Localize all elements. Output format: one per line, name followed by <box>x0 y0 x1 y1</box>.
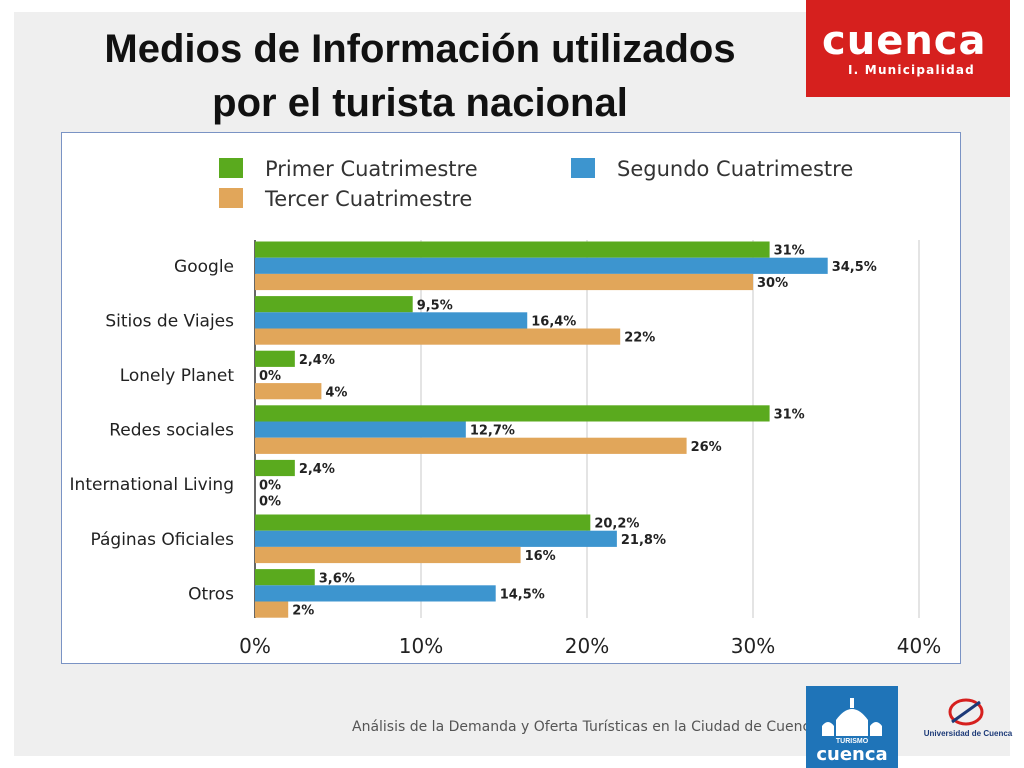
category-label: Sitios de Viajes <box>105 311 234 331</box>
category-label: Redes sociales <box>109 421 234 441</box>
data-label: 2,4% <box>299 462 335 477</box>
bar <box>255 405 770 422</box>
data-label: 30% <box>757 276 788 291</box>
category-label: Páginas Oficiales <box>91 530 235 550</box>
municipality-logo-subtitle: I. Municipalidad <box>848 63 975 77</box>
bar <box>255 601 289 618</box>
bar <box>255 514 591 531</box>
data-label: 31% <box>774 244 805 259</box>
data-label: 0% <box>259 478 281 493</box>
x-tick-label: 0% <box>239 634 271 658</box>
municipality-logo: cuenca I. Municipalidad <box>806 0 1010 97</box>
legend-label: Primer Cuatrimestre <box>265 157 478 181</box>
turismo-logo-name: cuenca <box>816 744 888 765</box>
bar <box>255 546 521 564</box>
data-label: 16% <box>525 549 556 564</box>
footer-caption: Análisis de la Demanda y Oferta Turístic… <box>352 719 819 735</box>
bar <box>255 437 687 454</box>
legend-label: Segundo Cuatrimestre <box>617 157 853 181</box>
category-label: Lonely Planet <box>120 366 235 386</box>
slide-title-line-1: Medios de Información utilizados <box>104 27 736 71</box>
turismo-cuenca-logo: TURISMO cuenca <box>806 686 898 768</box>
legend-swatch <box>571 158 595 178</box>
data-label: 12,7% <box>470 424 515 439</box>
bar <box>255 312 528 329</box>
x-tick-label: 30% <box>731 634 775 658</box>
data-label: 21,8% <box>621 533 666 548</box>
bar <box>255 296 413 313</box>
bar <box>255 383 322 400</box>
legend-swatch <box>219 188 243 208</box>
bar <box>255 257 828 274</box>
data-label: 2% <box>292 604 314 619</box>
municipality-logo-name: cuenca <box>822 18 987 64</box>
data-label: 26% <box>691 440 722 455</box>
data-label: 4% <box>325 385 347 400</box>
chart-frame: 0% 10% 20% 30% 40% Primer Cuatrimestre Segundo… <box>61 132 961 664</box>
data-label: 34,5% <box>832 260 877 275</box>
turismo-logo-small-text: TURISMO <box>835 738 869 745</box>
bar <box>255 530 617 547</box>
data-label: 16,4% <box>531 315 576 330</box>
data-label: 0% <box>259 369 281 384</box>
data-label: 31% <box>774 408 805 423</box>
bar <box>255 459 295 477</box>
x-tick-label: 20% <box>565 634 609 658</box>
x-tick-label: 40% <box>897 634 941 658</box>
bar <box>255 585 496 602</box>
legend-swatch <box>219 158 243 178</box>
category-label: Otros <box>188 584 234 604</box>
data-label: 9,5% <box>417 298 453 313</box>
university-emblem-icon <box>948 698 984 726</box>
data-label: 20,2% <box>594 517 639 532</box>
bar <box>255 569 315 586</box>
bar <box>255 328 621 345</box>
bar <box>255 350 295 367</box>
bar <box>255 273 753 291</box>
data-label: 0% <box>259 495 281 510</box>
bar <box>255 421 466 438</box>
slide-title: Medios de Información utilizados por el … <box>40 22 800 130</box>
x-tick-label: 10% <box>399 634 443 658</box>
bar-chart: 0% 10% 20% 30% 40% Primer Cuatrimestre Segundo… <box>70 157 942 658</box>
bar <box>255 241 770 258</box>
university-logo-name: Universidad de Cuenca <box>923 729 1013 738</box>
category-label: International Living <box>70 475 234 495</box>
data-label: 22% <box>624 331 655 346</box>
slide-title-line-2: por el turista nacional <box>212 81 628 125</box>
church-dome-icon <box>822 698 882 736</box>
data-label: 2,4% <box>299 353 335 368</box>
data-label: 3,6% <box>319 571 355 586</box>
category-label: Google <box>174 257 234 277</box>
legend-label: Tercer Cuatrimestre <box>264 187 472 211</box>
data-label: 14,5% <box>500 588 545 603</box>
